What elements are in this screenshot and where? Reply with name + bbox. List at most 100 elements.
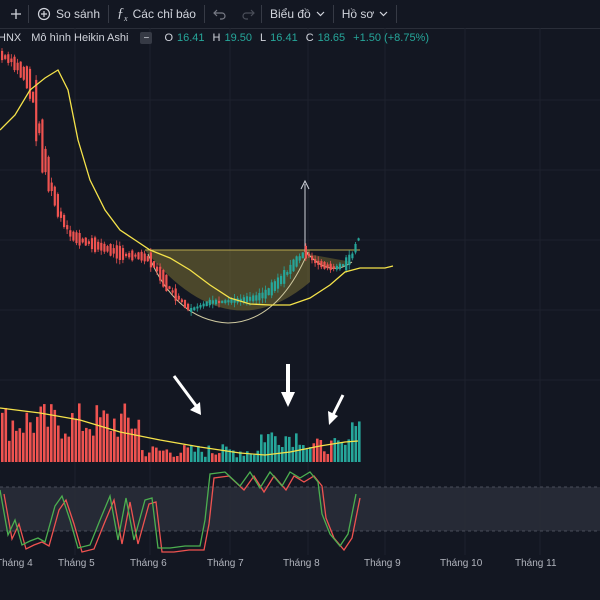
volume-bar (148, 452, 151, 462)
plus-icon (11, 9, 21, 19)
candle-body (66, 225, 69, 230)
x-tick-label: Tháng 7 (207, 558, 244, 569)
candle-body (258, 293, 261, 301)
candle-body (342, 264, 345, 267)
volume-bar (281, 446, 284, 462)
volume-bar (190, 445, 193, 462)
candle-body (159, 266, 162, 281)
volume-bar (144, 456, 148, 462)
open-value: 16.41 (177, 32, 205, 44)
volume-bar (267, 434, 270, 462)
volume-bar (8, 440, 11, 462)
candle-body (261, 292, 264, 299)
toolbar-divider (108, 5, 110, 23)
candle-body (115, 245, 118, 259)
volume-bar (67, 436, 71, 462)
moving-average-line (0, 69, 394, 306)
candle-body (187, 303, 190, 311)
volume-bar (120, 413, 123, 462)
candle-body (180, 299, 183, 303)
undo-icon (213, 9, 226, 20)
volume-bar (302, 445, 305, 462)
candle-body (106, 246, 109, 252)
change-value: +1.50 (+8.75%) (353, 32, 430, 44)
candle-body (199, 304, 202, 308)
candle-body (177, 295, 180, 300)
candle-body (128, 253, 131, 258)
compare-icon (37, 7, 51, 21)
redo-button[interactable] (235, 0, 261, 28)
volume-bar (29, 422, 32, 462)
candle-body (168, 286, 171, 289)
volume-bar (242, 455, 246, 462)
candle-body (233, 298, 236, 303)
volume-bar (172, 456, 176, 462)
chart-type-label[interactable]: Mô hình Heikin Ashi (31, 32, 129, 44)
volume-bar (81, 430, 85, 462)
volume-arrow-1 (172, 375, 201, 415)
low-value: 16.41 (270, 32, 298, 44)
volume-bar (358, 421, 361, 462)
volume-bar (36, 416, 39, 462)
volume-arrow-3 (328, 394, 345, 425)
undo-button[interactable] (205, 0, 235, 28)
volume-bar (176, 456, 179, 462)
add-symbol-button[interactable] (0, 0, 28, 28)
volume-arrow-2 (281, 364, 295, 407)
candle-body (301, 252, 304, 259)
volume-bar (323, 451, 326, 462)
candle-body (171, 290, 174, 293)
candle-body (298, 256, 301, 261)
candle-body (162, 269, 165, 287)
candle-body (311, 255, 314, 261)
candle-body (143, 253, 146, 262)
collapse-legend-button[interactable]: − (140, 32, 153, 44)
candle-body (47, 156, 50, 192)
candle-body (165, 274, 168, 291)
candle-body (267, 288, 270, 296)
candle-body (242, 297, 245, 303)
candle-body (32, 91, 35, 103)
candle-body (317, 260, 320, 265)
volume-bar (246, 451, 249, 462)
volume-bar (88, 429, 92, 462)
volume-bar (344, 444, 347, 462)
candle-body (280, 275, 283, 285)
volume-bar (165, 449, 169, 462)
symbol-legend: HNX Mô hình Heikin Ashi − O 16.41 H 19.50 … (0, 32, 433, 44)
volume-bar (102, 410, 106, 462)
volume-bar (207, 445, 211, 462)
volume-bar (95, 405, 99, 462)
candle-body (94, 237, 97, 252)
volume-bar (46, 426, 50, 462)
price-chart[interactable]: Tháng 4 Tháng 5 Tháng 6 Tháng 7 Tháng 8 … (0, 28, 600, 600)
candle-body (112, 248, 115, 254)
candle-body (255, 295, 258, 301)
x-tick-label: Tháng 10 (440, 558, 483, 569)
volume-bar (4, 407, 8, 462)
candle-body (196, 306, 199, 309)
chart-menu-button[interactable]: Biểu đồ (262, 0, 333, 28)
compare-button[interactable]: So sánh (29, 0, 108, 28)
volume-bar (134, 428, 137, 462)
candle-body (56, 194, 59, 217)
candle-body (109, 243, 112, 256)
candle-body (152, 261, 156, 268)
candle-body (218, 300, 221, 304)
candle-body (326, 264, 329, 269)
candle-body (214, 299, 218, 305)
volume-bar (141, 450, 144, 462)
candle-body (354, 243, 357, 253)
candle-body (69, 230, 72, 237)
profile-menu-button[interactable]: Hồ sơ (334, 0, 397, 28)
volume-bar (74, 418, 78, 462)
indicators-button[interactable]: ƒx Các chỉ báo (109, 0, 204, 28)
candle-body (53, 186, 56, 206)
candle-body (335, 265, 338, 270)
profile-menu-label: Hồ sơ (341, 7, 375, 21)
volume-bar (22, 432, 25, 462)
volume-bar (43, 404, 46, 462)
candle-body (230, 299, 233, 303)
volume-bar (116, 436, 120, 462)
volume-bar (60, 438, 64, 462)
